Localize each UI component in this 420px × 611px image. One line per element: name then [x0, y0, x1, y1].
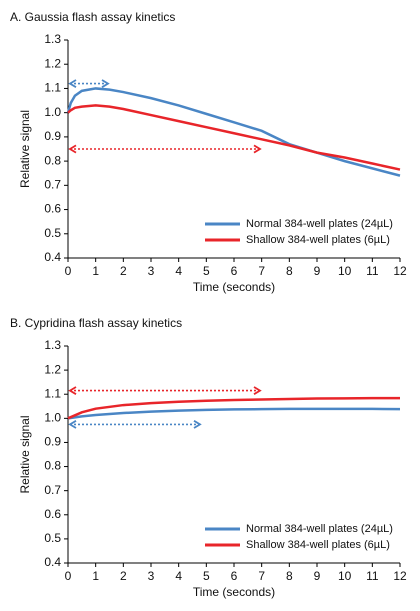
line	[67, 396, 400, 420]
line	[67, 104, 401, 171]
x-tick-label: 7	[258, 264, 265, 278]
x-tick-label: 12	[393, 569, 407, 583]
x-tick-label: 9	[314, 569, 321, 583]
chart-title: B. Cypridina flash assay kinetics	[10, 316, 182, 330]
legend-label: Shallow 384-well plates (6µL)	[246, 539, 390, 551]
annotation-arrows	[68, 79, 262, 429]
legend-label: Normal 384-well plates (24µL)	[246, 523, 393, 535]
y-tick-label: 0.7	[44, 178, 61, 192]
y-tick-label: 0.7	[44, 483, 61, 497]
y-tick-label: 0.9	[44, 129, 61, 143]
y-tick-label: 1.2	[44, 362, 61, 376]
x-tick-label: 10	[338, 569, 352, 583]
y-axis-label: Relative signal	[18, 110, 32, 188]
x-tick-label: 12	[393, 264, 407, 278]
y-tick-label: 0.5	[44, 531, 61, 545]
x-tick-label: 0	[65, 569, 72, 583]
x-tick-label: 8	[286, 264, 293, 278]
y-axis-label: Relative signal	[18, 415, 32, 493]
legend-label: Shallow 384-well plates (6µL)	[246, 234, 390, 246]
y-tick-label: 0.9	[44, 435, 61, 449]
y-tick-label: 1.2	[44, 56, 61, 70]
y-tick-label: 0.5	[44, 226, 61, 240]
x-tick-label: 7	[258, 569, 265, 583]
y-tick-label: 0.4	[44, 250, 61, 264]
x-tick-label: 1	[92, 569, 99, 583]
y-tick-label: 0.8	[44, 459, 61, 473]
y-tick-label: 1.0	[44, 105, 61, 119]
x-tick-label: 6	[231, 264, 238, 278]
x-tick-label: 4	[175, 569, 182, 583]
x-tick-label: 2	[120, 569, 127, 583]
x-tick-label: 5	[203, 569, 210, 583]
x-tick-label: 10	[338, 264, 352, 278]
x-tick-label: 5	[203, 264, 210, 278]
x-axis-label: Time (seconds)	[193, 585, 275, 599]
x-tick-label: 9	[314, 264, 321, 278]
y-tick-label: 1.1	[44, 386, 61, 400]
y-tick-label: 1.1	[44, 81, 61, 95]
x-tick-label: 6	[231, 569, 238, 583]
x-tick-label: 1	[92, 264, 99, 278]
x-tick-label: 11	[366, 264, 379, 278]
x-tick-label: 8	[286, 569, 293, 583]
legend-label: Normal 384-well plates (24µL)	[246, 218, 393, 230]
y-tick-label: 1.3	[44, 338, 61, 352]
x-tick-label: 11	[366, 569, 379, 583]
y-tick-label: 0.6	[44, 507, 61, 521]
y-tick-label: 1.3	[44, 32, 61, 46]
x-tick-label: 4	[175, 264, 182, 278]
line	[67, 407, 401, 420]
x-tick-label: 2	[120, 264, 127, 278]
x-tick-label: 3	[148, 264, 155, 278]
y-tick-label: 1.0	[44, 411, 61, 425]
y-tick-label: 0.6	[44, 202, 61, 216]
x-axis-label: Time (seconds)	[193, 280, 275, 294]
chart-title: A. Gaussia flash assay kinetics	[10, 10, 175, 24]
y-tick-label: 0.4	[44, 555, 61, 569]
x-tick-label: 3	[148, 569, 155, 583]
y-tick-label: 0.8	[44, 153, 61, 167]
x-tick-label: 0	[65, 264, 72, 278]
